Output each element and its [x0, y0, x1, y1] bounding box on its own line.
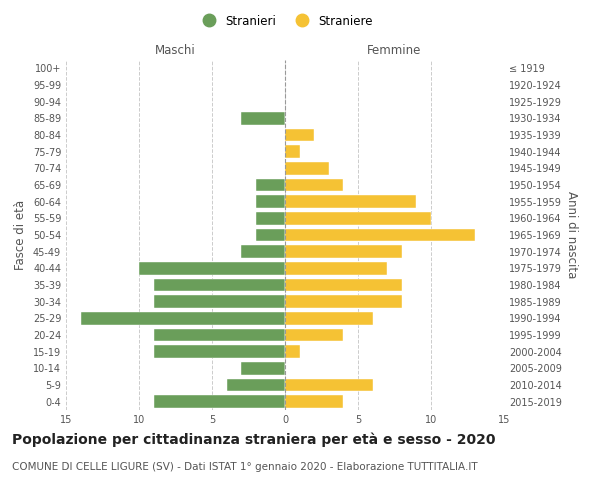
Bar [154, 346, 285, 358]
Bar [241, 362, 285, 374]
Bar [154, 396, 285, 408]
Bar [285, 296, 402, 308]
Bar [154, 296, 285, 308]
Bar [139, 262, 285, 274]
Bar [285, 329, 343, 341]
Bar [285, 246, 402, 258]
Y-axis label: Fasce di età: Fasce di età [14, 200, 27, 270]
Bar [80, 312, 285, 324]
Bar [256, 229, 285, 241]
Bar [285, 229, 475, 241]
Bar [285, 379, 373, 391]
Bar [285, 146, 299, 158]
Bar [285, 162, 329, 174]
Bar [256, 196, 285, 208]
Y-axis label: Anni di nascita: Anni di nascita [565, 192, 578, 278]
Bar [285, 129, 314, 141]
Text: Maschi: Maschi [155, 44, 196, 57]
Bar [285, 179, 343, 192]
Bar [256, 212, 285, 224]
Text: COMUNE DI CELLE LIGURE (SV) - Dati ISTAT 1° gennaio 2020 - Elaborazione TUTTITAL: COMUNE DI CELLE LIGURE (SV) - Dati ISTAT… [12, 462, 478, 472]
Bar [285, 396, 343, 408]
Bar [285, 279, 402, 291]
Bar [285, 346, 299, 358]
Bar [285, 262, 387, 274]
Text: Femmine: Femmine [367, 44, 422, 57]
Bar [285, 312, 373, 324]
Bar [285, 196, 416, 208]
Bar [154, 279, 285, 291]
Bar [241, 112, 285, 124]
Bar [227, 379, 285, 391]
Text: Popolazione per cittadinanza straniera per età e sesso - 2020: Popolazione per cittadinanza straniera p… [12, 432, 496, 447]
Bar [285, 212, 431, 224]
Bar [241, 246, 285, 258]
Legend: Stranieri, Straniere: Stranieri, Straniere [192, 10, 378, 32]
Bar [154, 329, 285, 341]
Bar [256, 179, 285, 192]
